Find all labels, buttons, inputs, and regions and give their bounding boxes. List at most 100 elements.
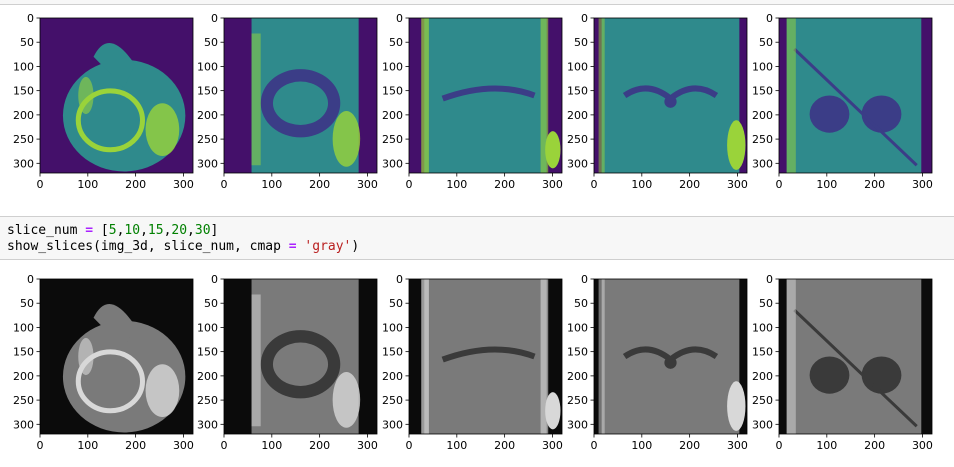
y-tick-label: 300 xyxy=(752,157,773,170)
x-tick-label: 0 xyxy=(406,439,413,452)
mri-slice-image xyxy=(779,279,932,434)
y-tick-label: 0 xyxy=(211,273,218,286)
y-tick-label: 300 xyxy=(382,157,403,170)
x-tick-label: 200 xyxy=(864,439,885,452)
y-tick-label: 200 xyxy=(13,370,34,383)
y-tick-label: 0 xyxy=(396,12,403,25)
x-tick-label: 100 xyxy=(261,178,282,191)
mri-slice-image xyxy=(409,279,562,434)
x-tick-label: 300 xyxy=(727,178,748,191)
y-tick-label: 50 xyxy=(20,297,34,310)
x-tick-label: 200 xyxy=(309,439,330,452)
y-tick-label: 300 xyxy=(13,418,34,431)
y-tick-label: 50 xyxy=(759,36,773,49)
axes-frame xyxy=(408,17,563,174)
x-tick-label: 100 xyxy=(446,178,467,191)
mri-slice-image xyxy=(409,18,562,173)
y-tick-label: 150 xyxy=(382,85,403,98)
y-tick-label: 200 xyxy=(197,370,218,383)
axes-frame xyxy=(223,17,378,174)
x-tick-label: 300 xyxy=(173,178,194,191)
x-tick-label: 200 xyxy=(494,178,515,191)
slice-subplot: 0 50 100 150 200 250 300 0 100 200 300 xyxy=(373,271,563,456)
y-tick-label: 250 xyxy=(13,133,34,146)
axes-frame xyxy=(408,278,563,435)
x-tick-label: 100 xyxy=(631,178,652,191)
y-tick-label: 100 xyxy=(197,321,218,334)
slice-subplot: 0 50 100 150 200 250 300 0 100 200 300 xyxy=(4,10,194,195)
y-tick-label: 0 xyxy=(766,273,773,286)
mri-slice-image xyxy=(224,18,377,173)
slice-subplot: 0 50 100 150 200 250 300 0 100 200 300 xyxy=(4,271,194,456)
x-tick-label: 0 xyxy=(776,178,783,191)
y-tick-label: 300 xyxy=(567,418,588,431)
y-tick-label: 100 xyxy=(13,60,34,73)
y-tick-label: 200 xyxy=(567,109,588,122)
axes-frame xyxy=(39,278,194,435)
y-tick-label: 250 xyxy=(13,394,34,407)
y-tick-label: 300 xyxy=(197,418,218,431)
x-tick-label: 100 xyxy=(446,439,467,452)
y-tick-label: 200 xyxy=(567,370,588,383)
y-tick-label: 200 xyxy=(197,109,218,122)
y-tick-label: 250 xyxy=(197,133,218,146)
y-tick-label: 50 xyxy=(20,36,34,49)
y-tick-label: 300 xyxy=(13,157,34,170)
y-tick-label: 50 xyxy=(574,297,588,310)
y-tick-label: 100 xyxy=(382,60,403,73)
y-tick-label: 150 xyxy=(752,85,773,98)
y-tick-label: 0 xyxy=(211,12,218,25)
y-tick-label: 250 xyxy=(382,133,403,146)
x-tick-label: 0 xyxy=(37,439,44,452)
code-editor[interactable]: slice_num = [5,10,15,20,30] show_slices(… xyxy=(7,223,359,255)
axes-frame xyxy=(593,17,748,174)
y-tick-label: 300 xyxy=(752,418,773,431)
y-tick-label: 150 xyxy=(13,346,34,359)
x-tick-label: 100 xyxy=(816,439,837,452)
y-tick-label: 250 xyxy=(567,133,588,146)
y-tick-label: 300 xyxy=(567,157,588,170)
y-tick-label: 50 xyxy=(389,297,403,310)
x-tick-label: 200 xyxy=(864,178,885,191)
y-tick-label: 150 xyxy=(13,85,34,98)
y-tick-label: 100 xyxy=(13,321,34,334)
slice-subplot: 0 50 100 150 200 250 300 0 100 200 300 xyxy=(188,271,378,456)
slice-subplot: 0 50 100 150 200 250 300 0 100 200 300 xyxy=(188,10,378,195)
axes-frame xyxy=(593,278,748,435)
x-tick-label: 200 xyxy=(125,439,146,452)
x-tick-label: 300 xyxy=(357,178,378,191)
axes-frame xyxy=(778,278,933,435)
y-tick-label: 0 xyxy=(581,273,588,286)
y-tick-label: 100 xyxy=(197,60,218,73)
x-tick-label: 300 xyxy=(727,439,748,452)
x-tick-label: 0 xyxy=(37,178,44,191)
y-tick-label: 200 xyxy=(382,370,403,383)
slice-subplot: 0 50 100 150 200 250 300 0 100 200 300 xyxy=(373,10,563,195)
y-tick-label: 150 xyxy=(382,346,403,359)
y-tick-label: 150 xyxy=(752,346,773,359)
mri-slice-image xyxy=(594,18,747,173)
x-tick-label: 0 xyxy=(591,439,598,452)
x-tick-label: 100 xyxy=(77,439,98,452)
previous-cell-edge xyxy=(0,0,954,5)
code-cell[interactable]: slice_num = [5,10,15,20,30] show_slices(… xyxy=(0,216,954,260)
y-tick-label: 150 xyxy=(197,346,218,359)
y-tick-label: 250 xyxy=(567,394,588,407)
slice-subplot: 0 50 100 150 200 250 300 0 100 200 300 xyxy=(743,10,933,195)
mri-slice-image xyxy=(779,18,932,173)
y-tick-label: 200 xyxy=(382,109,403,122)
x-tick-label: 0 xyxy=(406,178,413,191)
y-tick-label: 300 xyxy=(382,418,403,431)
y-tick-label: 150 xyxy=(567,85,588,98)
y-tick-label: 50 xyxy=(204,297,218,310)
mri-slice-image xyxy=(594,279,747,434)
y-tick-label: 100 xyxy=(382,321,403,334)
x-tick-label: 0 xyxy=(591,178,598,191)
mri-slice-image xyxy=(40,18,193,173)
x-tick-label: 100 xyxy=(631,439,652,452)
